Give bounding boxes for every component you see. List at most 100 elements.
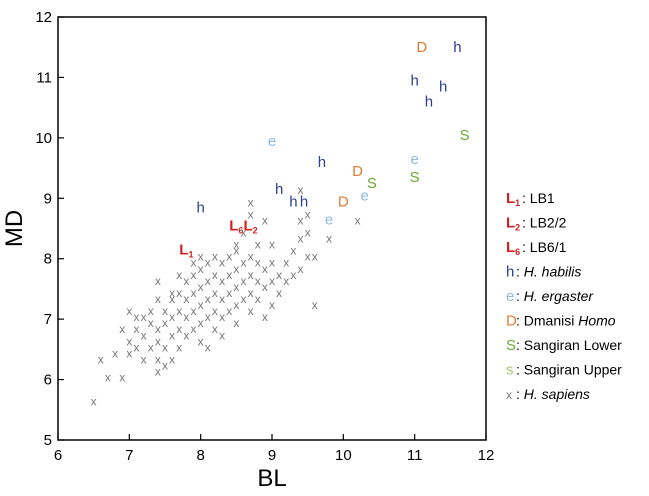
point-x: x: [248, 195, 254, 209]
point-x: x: [219, 292, 225, 306]
point-x: x: [169, 286, 175, 300]
point-x: x: [155, 352, 161, 366]
y-tick-label: 11: [36, 69, 52, 86]
point-x: x: [312, 250, 318, 264]
legend-label: : LB6/1: [522, 239, 567, 255]
point-x: x: [169, 310, 175, 324]
point-x: x: [305, 207, 311, 221]
x-axis-title: BL: [257, 465, 286, 492]
point-x: x: [298, 213, 304, 227]
point-x: x: [176, 286, 182, 300]
point-x: x: [141, 310, 147, 324]
point-x: x: [212, 268, 218, 282]
point-x: x: [326, 232, 332, 246]
x-tick-label: 7: [125, 447, 133, 464]
point-x: x: [226, 286, 232, 300]
point-x: x: [155, 334, 161, 348]
legend-item: L1: LB1: [506, 190, 555, 208]
y-tick-label: 10: [35, 130, 52, 147]
point-x: x: [240, 292, 246, 306]
legend-item: h: H. habilis: [506, 264, 581, 281]
point-s: S: [460, 127, 470, 144]
point-x: x: [240, 226, 246, 240]
point-x: x: [126, 304, 132, 318]
point-x: x: [212, 322, 218, 336]
point-x: x: [269, 256, 275, 270]
point-x: x: [133, 310, 139, 324]
legend-label: : LB1: [522, 190, 555, 206]
point-x: x: [176, 304, 182, 318]
point-x: x: [198, 316, 204, 330]
point-x: x: [226, 268, 232, 282]
point-x: x: [198, 280, 204, 294]
point-x: x: [219, 274, 225, 288]
point-x: x: [212, 286, 218, 300]
point-x: x: [169, 352, 175, 366]
point-x: x: [176, 340, 182, 354]
point-s: S: [410, 169, 420, 186]
point-x: x: [248, 304, 254, 318]
point-x: x: [176, 268, 182, 282]
point-d: D: [338, 193, 349, 210]
legend-item: D: Dmanisi Homo: [506, 313, 616, 330]
point-x: x: [198, 262, 204, 276]
point-h: h: [453, 39, 461, 56]
point-x: x: [105, 371, 111, 385]
y-tick-label: 8: [44, 251, 52, 268]
point-x: x: [205, 292, 211, 306]
point-x: x: [262, 310, 268, 324]
point-x: x: [233, 238, 239, 252]
y-tick-label: 7: [44, 311, 52, 328]
x-tick-label: 11: [407, 447, 423, 464]
point-x: x: [298, 262, 304, 276]
point-x: x: [198, 298, 204, 312]
point-x: x: [119, 322, 125, 336]
point-x: x: [212, 250, 218, 264]
y-tick-label: 12: [35, 9, 52, 26]
point-x: x: [205, 310, 211, 324]
point-x: x: [112, 346, 118, 360]
x-tick-label: 6: [54, 447, 62, 464]
point-x: x: [255, 274, 261, 288]
point-x: x: [255, 292, 261, 306]
point-x: x: [141, 328, 147, 342]
point-x: x: [183, 292, 189, 306]
point-x: x: [183, 328, 189, 342]
point-h: h: [425, 94, 433, 111]
legend-label: : Sangiran Lower: [516, 337, 622, 353]
point-h: h: [318, 154, 326, 171]
point-x: x: [169, 328, 175, 342]
point-s: S: [367, 175, 377, 192]
point-x: x: [155, 292, 161, 306]
point-x: x: [219, 310, 225, 324]
point-x: x: [248, 207, 254, 221]
point-x: x: [233, 262, 239, 276]
point-x: x: [148, 340, 154, 354]
point-h: h: [275, 181, 283, 198]
point-x: x: [305, 226, 311, 240]
y-axis-title: MD: [1, 210, 28, 247]
point-d: D: [352, 163, 363, 180]
x-axis-ticks: 6 7 8 9 10 11 12: [54, 434, 494, 464]
point-x: x: [269, 238, 275, 252]
point-x: x: [219, 256, 225, 270]
point-x: x: [155, 365, 161, 379]
point-x: x: [276, 286, 282, 300]
x-tick-label: 8: [196, 447, 204, 464]
point-x: x: [191, 304, 197, 318]
point-x: x: [126, 346, 132, 360]
point-x: x: [162, 340, 168, 354]
point-x: x: [133, 322, 139, 336]
point-x: x: [298, 232, 304, 246]
point-x: x: [283, 274, 289, 288]
legend-label: : Dmanisi Homo: [516, 313, 616, 329]
y-tick-label: 6: [44, 372, 52, 389]
x-tick-label: 10: [335, 447, 352, 464]
point-x: x: [262, 262, 268, 276]
point-x: x: [91, 395, 97, 409]
point-x: x: [226, 250, 232, 264]
point-x: x: [183, 310, 189, 324]
legend-symbol: L1: [506, 190, 520, 208]
